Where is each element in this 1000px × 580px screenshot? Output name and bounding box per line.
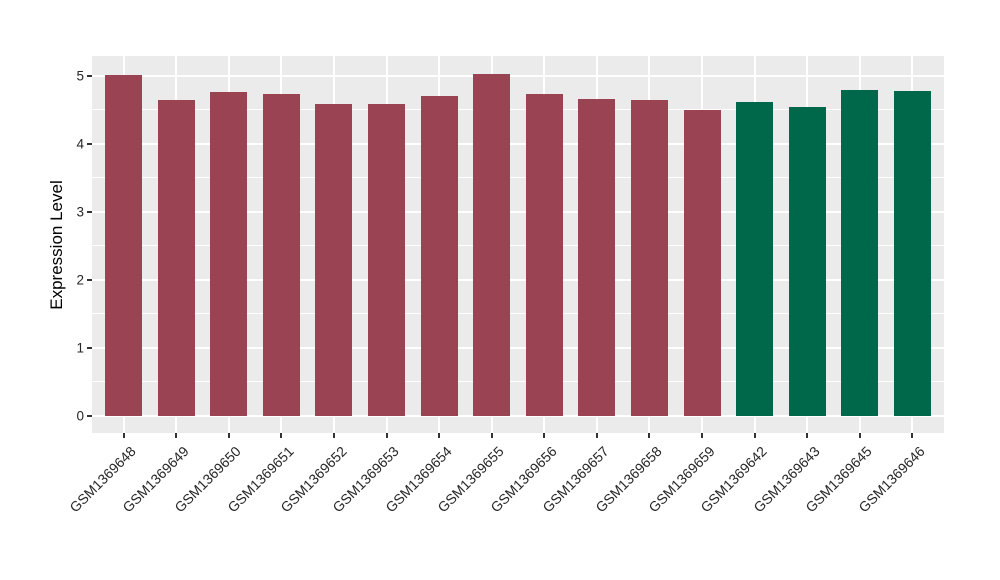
gridline-minor	[92, 109, 944, 111]
y-axis-tick	[87, 278, 92, 281]
bar	[630, 99, 668, 416]
x-axis-tick	[122, 433, 125, 438]
bar	[210, 92, 248, 416]
gridline-major	[92, 142, 944, 145]
bar	[262, 94, 300, 416]
y-tick-label: 2	[76, 272, 84, 288]
gridline-major	[92, 414, 944, 417]
x-axis-tick	[280, 433, 283, 438]
x-axis-tick	[753, 433, 756, 438]
gridline-minor	[92, 313, 944, 315]
y-tick-label: 0	[76, 408, 84, 424]
gridline-major	[92, 346, 944, 349]
plot-panel	[92, 56, 944, 433]
y-axis-tick	[87, 414, 92, 417]
x-axis-tick	[175, 433, 178, 438]
bar	[683, 109, 721, 416]
bar	[157, 100, 195, 416]
bar	[525, 94, 563, 416]
x-axis-tick	[490, 433, 493, 438]
x-axis-tick	[227, 433, 230, 438]
x-axis-tick	[438, 433, 441, 438]
gridline-major	[92, 278, 944, 281]
x-axis-tick	[858, 433, 861, 438]
bar	[368, 104, 405, 416]
y-tick-label: 1	[76, 340, 84, 356]
bar	[841, 89, 879, 416]
y-tick-label: 5	[76, 68, 84, 84]
gridline-minor	[92, 381, 944, 383]
y-axis-tick	[87, 142, 92, 145]
x-axis-tick	[595, 433, 598, 438]
x-axis-tick	[701, 433, 704, 438]
gridline-minor	[92, 177, 944, 179]
y-axis-tick	[87, 346, 92, 349]
x-axis-tick	[385, 433, 388, 438]
bar	[420, 95, 458, 416]
y-axis-tick	[87, 210, 92, 213]
y-axis-title: Expression Level	[47, 180, 66, 310]
x-axis-tick	[911, 433, 914, 438]
bar	[315, 104, 353, 416]
y-tick-label: 4	[76, 136, 84, 152]
x-axis-tick	[806, 433, 809, 438]
bar	[578, 99, 616, 416]
bar	[736, 101, 774, 416]
x-axis-tick	[332, 433, 335, 438]
gridline-major	[92, 210, 944, 213]
y-tick-label: 3	[76, 204, 84, 220]
bar	[473, 73, 511, 416]
y-axis-tick	[87, 74, 92, 77]
bar	[788, 107, 826, 416]
gridline-major	[92, 74, 944, 77]
bar	[105, 75, 143, 416]
gridline-minor	[92, 245, 944, 247]
bar	[893, 90, 931, 416]
x-axis-tick	[543, 433, 546, 438]
x-axis-tick	[648, 433, 651, 438]
